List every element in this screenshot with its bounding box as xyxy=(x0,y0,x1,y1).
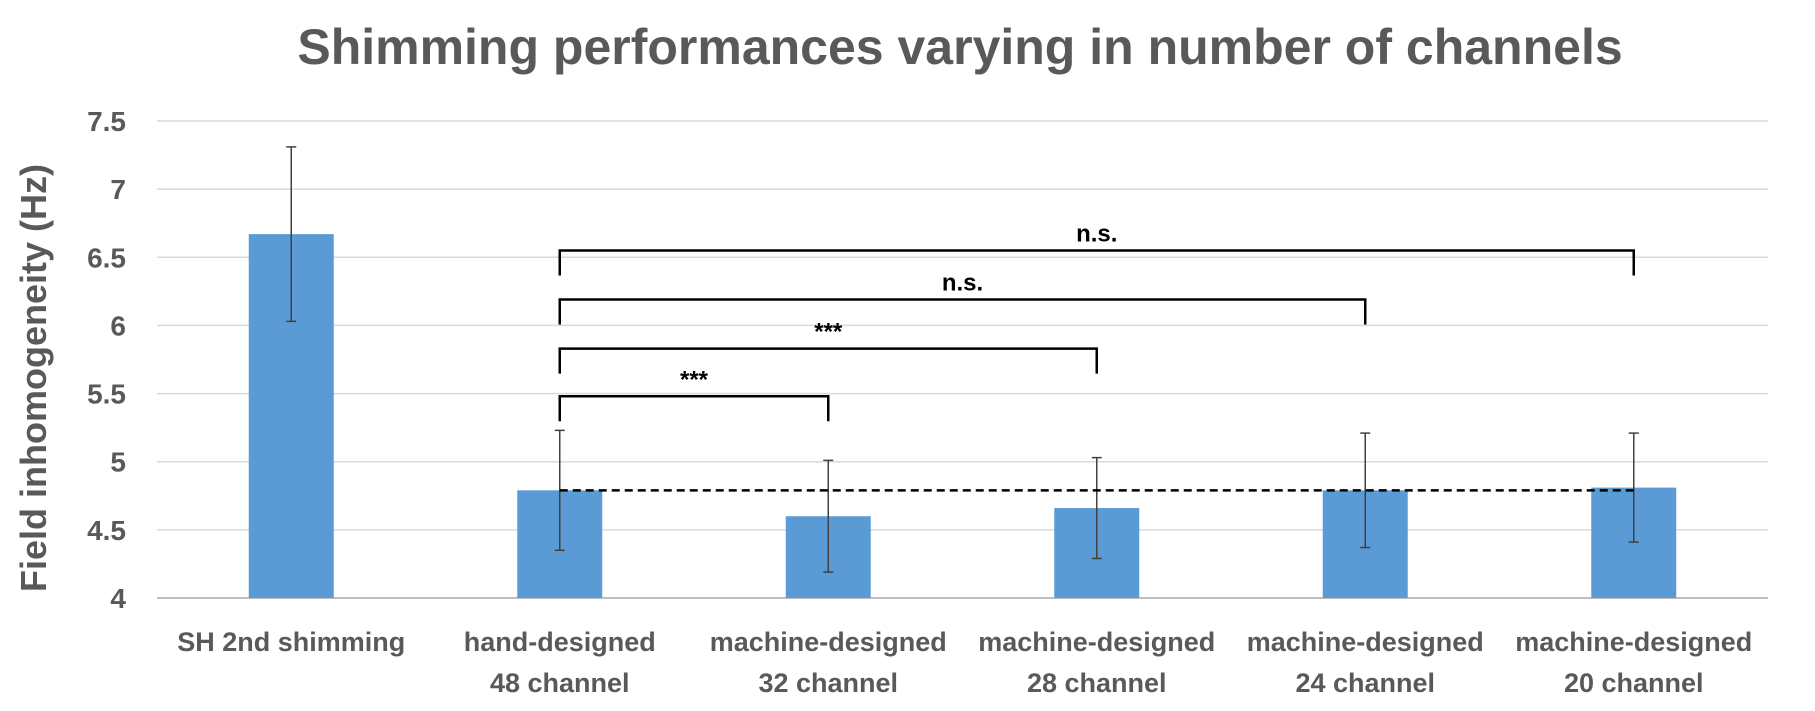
error-bar xyxy=(1628,432,1639,543)
significance-label: n.s. xyxy=(942,270,983,297)
gridlines xyxy=(157,120,1768,599)
category-label-line: 28 channel xyxy=(1027,668,1167,698)
bracket-line xyxy=(558,395,830,422)
significance-label: *** xyxy=(814,319,843,346)
y-tick-label: 4.5 xyxy=(87,515,126,546)
significance-label: *** xyxy=(680,366,709,393)
significance-label: n.s. xyxy=(1076,220,1117,247)
category-label-line: machine-designed xyxy=(710,627,947,657)
y-tick-label: 6 xyxy=(110,310,126,341)
y-tick-label: 7 xyxy=(110,174,126,205)
bracket-line xyxy=(558,298,1367,325)
category-label-line: machine-designed xyxy=(1515,627,1752,657)
category-label-line: machine-designed xyxy=(978,627,1215,657)
error-bar xyxy=(1360,432,1371,549)
significance-bracket: *** xyxy=(558,366,830,422)
y-tick-label: 5.5 xyxy=(87,379,126,410)
category-labels: SH 2nd shimming hand-designed 48 channel ma… xyxy=(177,627,1752,698)
category-label: machine-designed 32 channel xyxy=(710,627,947,698)
category-label: machine-designed 28 channel xyxy=(978,627,1215,698)
category-label: hand-designed 48 channel xyxy=(464,627,656,698)
chart-title: Shimming performances varying in number … xyxy=(297,19,1622,75)
category-label: machine-designed 20 channel xyxy=(1515,627,1752,698)
category-label-line: hand-designed xyxy=(464,627,656,657)
error-bar xyxy=(286,146,297,323)
category-label-line: SH 2nd shimming xyxy=(177,627,405,657)
significance-bracket: *** xyxy=(558,319,1098,374)
category-label-line: 32 channel xyxy=(758,668,898,698)
error-bar xyxy=(823,459,834,573)
bracket-line xyxy=(558,347,1098,374)
y-tick-label: 4 xyxy=(110,583,126,614)
significance-brackets: *** *** n.s. n.s. xyxy=(558,220,1635,422)
y-axis-label: Field inhomogeneity (Hz) xyxy=(13,164,54,592)
y-tick-label: 5 xyxy=(110,447,126,478)
significance-bracket: n.s. xyxy=(558,270,1367,325)
category-label: SH 2nd shimming xyxy=(177,627,405,657)
category-label-line: 24 channel xyxy=(1295,668,1435,698)
category-label-line: 48 channel xyxy=(490,668,630,698)
bracket-line xyxy=(558,249,1635,276)
category-label-line: machine-designed xyxy=(1247,627,1484,657)
error-bar xyxy=(1091,456,1102,560)
category-label-line: 20 channel xyxy=(1564,668,1704,698)
y-tick-label: 7.5 xyxy=(87,106,126,137)
category-label: machine-designed 24 channel xyxy=(1247,627,1484,698)
error-bars xyxy=(286,146,1639,573)
y-tick-label: 6.5 xyxy=(87,242,126,273)
significance-bracket: n.s. xyxy=(558,220,1635,276)
y-axis-ticks: 4 4.5 5 5.5 6 6.5 7 7.5 xyxy=(87,106,126,614)
